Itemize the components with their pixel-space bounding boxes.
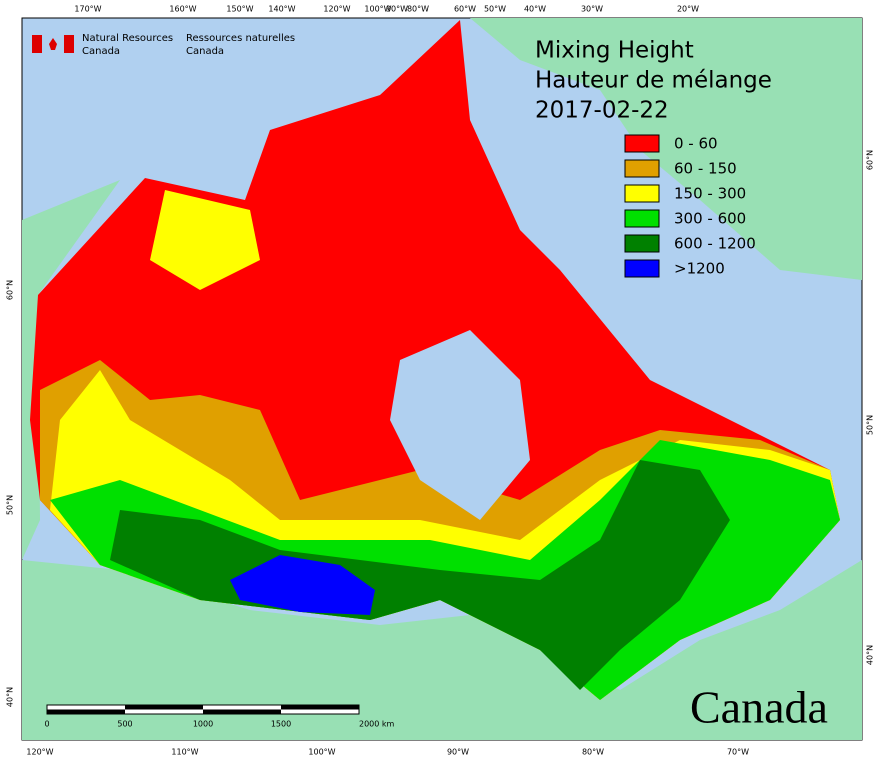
longitude-label: 80°W [582,748,604,757]
agency-name: Ressources naturelles [186,33,295,44]
longitude-label: 80°W [407,5,429,14]
latitude-label: 60°N [6,280,15,300]
latitude-label: 40°N [6,687,15,707]
longitude-label: 100°W [364,5,391,14]
longitude-label: 120°W [26,748,53,757]
longitude-label: 150°W [226,5,253,14]
legend-label: 600 - 1200 [674,235,756,253]
legend-swatch [624,184,660,203]
latitude-label: 50°N [866,415,875,435]
longitude-label: 30°W [581,5,603,14]
longitude-label: 140°W [268,5,295,14]
legend-label: 300 - 600 [674,210,746,228]
longitude-label: 110°W [171,748,198,757]
longitude-label: 160°W [169,5,196,14]
legend-swatch [624,134,660,153]
land [22,18,862,740]
longitude-label: 60°W [454,5,476,14]
scale-label: 1500 [271,720,291,729]
legend-swatch [624,209,660,228]
scale-label: 500 [117,720,132,729]
latitude-label: 40°N [866,645,875,665]
scale-label: 0 [44,720,49,729]
longitude-label: 100°W [308,748,335,757]
agency-name: Canada [186,46,224,57]
legend-label: 0 - 60 [674,135,718,153]
agency-logo [32,35,74,53]
scale-label: 2000 km [359,720,395,729]
longitude-label: 90°W [447,748,469,757]
latitude-label: 50°N [6,495,15,515]
map-title: Mixing Height [535,38,694,64]
legend-label: 60 - 150 [674,160,737,178]
longitude-label: 120°W [323,5,350,14]
map-title: 2017-02-22 [535,98,669,124]
longitude-label: 40°W [524,5,546,14]
map-title: Hauteur de mélange [535,68,772,94]
legend-swatch [624,234,660,253]
latitude-label: 60°N [866,150,875,170]
agency-name: Canada [82,46,120,57]
scale-label: 1000 [193,720,213,729]
legend-label: >1200 [674,260,725,278]
longitude-label: 70°W [727,748,749,757]
scale-bar [46,704,360,715]
wordmark: Canada [690,682,828,733]
legend-swatch [624,259,660,278]
longitude-label: 50°W [484,5,506,14]
legend-swatch [624,159,660,178]
longitude-label: 20°W [677,5,699,14]
longitude-label: 170°W [74,5,101,14]
agency-name: Natural Resources [82,33,173,44]
legend-label: 150 - 300 [674,185,746,203]
longitude-label: 90°W [386,5,408,14]
